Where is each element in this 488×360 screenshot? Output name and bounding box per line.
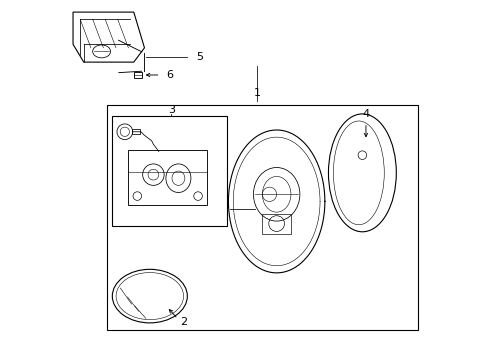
Text: 3: 3 — [167, 105, 174, 115]
Bar — [128, 150, 206, 205]
Text: 4: 4 — [362, 109, 369, 119]
Text: 6: 6 — [165, 70, 173, 80]
Bar — [112, 116, 226, 226]
Bar — [134, 72, 142, 78]
Text: 5: 5 — [196, 52, 203, 62]
Bar — [262, 214, 290, 234]
Text: 1: 1 — [253, 88, 260, 98]
Bar — [107, 105, 417, 330]
Text: 2: 2 — [180, 316, 187, 327]
Bar — [132, 129, 140, 134]
